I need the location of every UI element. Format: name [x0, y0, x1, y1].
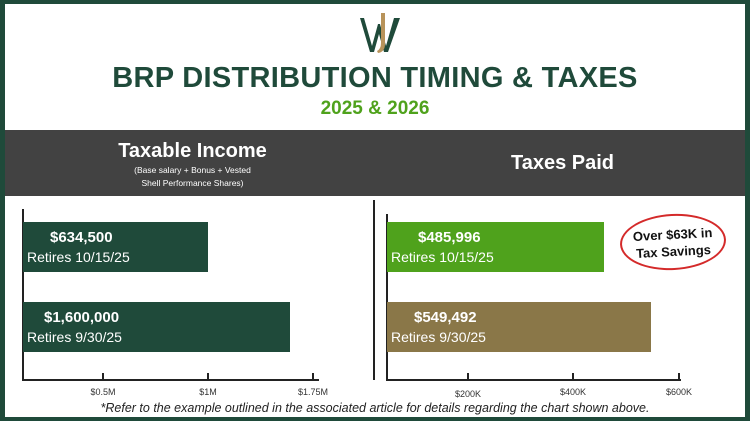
income-tick-label: $1M	[199, 387, 217, 397]
bar-label: Retires 9/30/25	[391, 329, 486, 345]
wj-monogram-logo	[360, 13, 400, 53]
income-bar-retires-9-30-25: $1,600,000 Retires 9/30/25	[23, 302, 290, 352]
income-x-axis	[22, 379, 319, 381]
taxes-y-axis	[386, 214, 388, 381]
taxes-tick	[572, 373, 574, 381]
taxes-x-axis	[386, 379, 681, 381]
footnote: *Refer to the example outlined in the as…	[100, 401, 650, 415]
taxable-income-note-line1: (Base salary + Bonus + Vested	[134, 165, 251, 175]
taxes-tick-label: $200K	[454, 389, 482, 399]
income-tick	[312, 373, 314, 381]
income-tick	[207, 373, 209, 381]
bar-label: Retires 10/15/25	[27, 249, 130, 265]
tax-savings-callout: Over $63K in Tax Savings	[618, 211, 728, 273]
taxable-income-header: Taxable Income (Base salary + Bonus + Ve…	[5, 130, 380, 196]
bar-value: $485,996	[418, 229, 481, 246]
income-tick-label: $1.75M	[297, 387, 329, 397]
income-bar-retires-10-15-25: $634,500 Retires 10/15/25	[23, 222, 208, 272]
taxes-tick-label: $400K	[559, 387, 587, 397]
page-subtitle: 2025 & 2026	[320, 98, 430, 119]
taxes-bar-retires-9-30-25: $549,492 Retires 9/30/25	[387, 302, 651, 352]
taxes-tick	[678, 373, 680, 381]
bar-label: Retires 10/15/25	[391, 249, 494, 265]
bar-value: $549,492	[414, 309, 477, 326]
taxes-paid-heading: Taxes Paid	[510, 152, 615, 174]
bar-value: $1,600,000	[44, 309, 120, 326]
taxable-income-heading: Taxable Income	[118, 140, 267, 162]
income-tick-label: $0.5M	[90, 387, 116, 397]
taxable-income-note-line2: Shell Performance Shares)	[141, 178, 244, 188]
panel-divider	[373, 200, 375, 380]
taxes-bar-retires-10-15-25: $485,996 Retires 10/15/25	[387, 222, 604, 272]
taxes-tick-label: $600K	[665, 387, 693, 397]
page-title: BRP DISTRIBUTION TIMING & TAXES	[112, 62, 638, 94]
infographic-frame: BRP DISTRIBUTION TIMING & TAXES 2025 & 2…	[5, 4, 745, 417]
bar-value: $634,500	[50, 229, 113, 246]
income-y-axis	[22, 209, 24, 381]
income-tick	[102, 373, 104, 381]
section-header-band: Taxable Income (Base salary + Bonus + Ve…	[5, 130, 745, 196]
taxes-tick	[467, 373, 469, 381]
bar-label: Retires 9/30/25	[27, 329, 122, 345]
